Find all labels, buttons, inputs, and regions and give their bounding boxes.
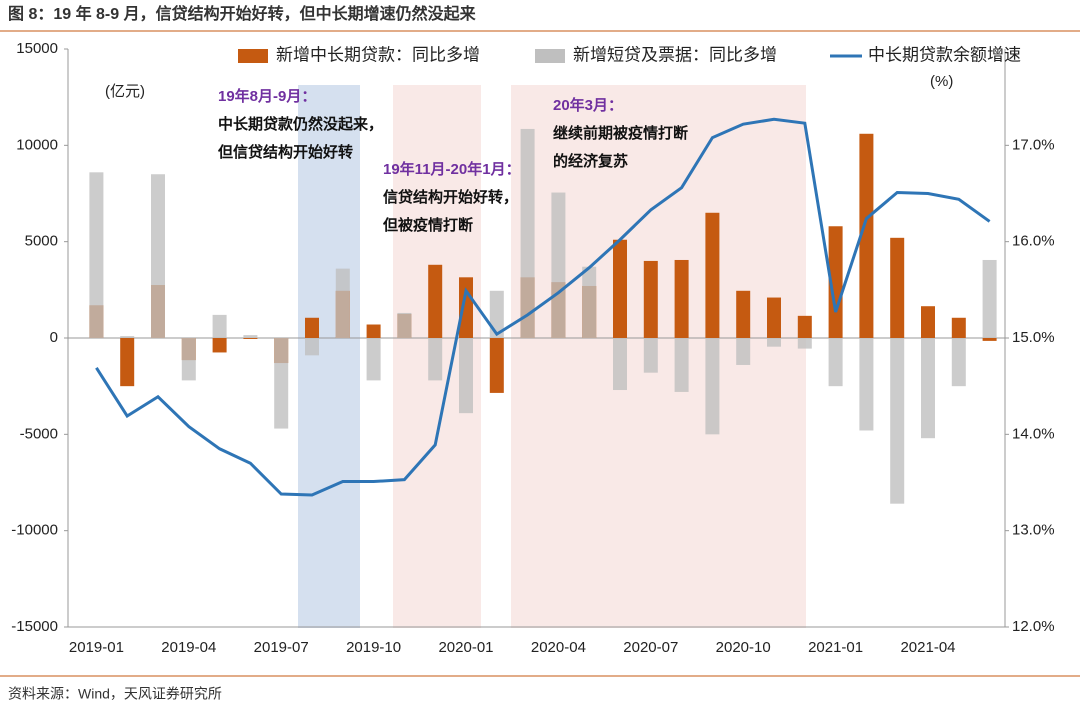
- bar: [643, 260, 658, 338]
- bar: [428, 338, 443, 381]
- highlight-region: [511, 85, 806, 628]
- x-tick-label: 2021-01: [808, 639, 863, 656]
- bar: [674, 259, 689, 338]
- bar: [305, 338, 319, 356]
- bar: [551, 192, 566, 338]
- y2-unit: (%): [930, 73, 953, 90]
- legend-label: 新增中长期贷款：同比多增: [276, 45, 480, 64]
- highlight-region: [298, 85, 360, 628]
- x-tick-label: 2020-10: [716, 639, 771, 656]
- y2-tick-label: 17.0%: [1012, 136, 1055, 153]
- bar: [366, 338, 381, 381]
- annotation: 中长期贷款仍然没起来，: [218, 115, 383, 133]
- x-tick-label: 2020-04: [531, 639, 586, 656]
- chart-title: 图 8：19 年 8-9 月，信贷结构开始好转，但中长期增速仍然没起来: [8, 4, 477, 23]
- annotation: 但被疫情打断: [382, 216, 473, 234]
- y-tick-label: 15000: [16, 40, 58, 57]
- y-tick-label: 5000: [25, 233, 58, 250]
- bar: [489, 290, 504, 338]
- x-tick-label: 2019-04: [161, 639, 216, 656]
- bar: [736, 338, 751, 365]
- bar: [520, 128, 535, 338]
- bar: [89, 172, 104, 338]
- bar: [582, 266, 597, 338]
- bar: [890, 338, 905, 504]
- bar: [212, 338, 227, 353]
- y-tick-label: 0: [50, 329, 58, 346]
- bar: [428, 264, 443, 338]
- x-tick-label: 2020-01: [438, 639, 493, 656]
- bar: [459, 338, 473, 414]
- source: 资料来源：Wind，天风证券研究所: [8, 686, 222, 702]
- legend-swatch: [535, 49, 565, 63]
- annotation: 但信贷结构开始好转: [217, 143, 353, 161]
- bar: [613, 239, 627, 338]
- bar: [736, 290, 751, 338]
- x-tick-label: 2020-07: [623, 639, 678, 656]
- annotation: 20年3月：: [553, 96, 623, 114]
- bar: [859, 133, 874, 338]
- y2-tick-label: 16.0%: [1012, 233, 1055, 250]
- bar: [921, 306, 935, 338]
- bar: [828, 226, 843, 338]
- legend-swatch: [238, 49, 268, 63]
- bar: [982, 338, 997, 341]
- bar: [459, 277, 473, 338]
- bar: [120, 338, 135, 387]
- bar: [705, 212, 720, 338]
- y-tick-label: -5000: [20, 425, 58, 442]
- bar: [797, 315, 812, 338]
- y-tick-label: -10000: [11, 522, 58, 539]
- x-tick-label: 2019-01: [69, 639, 124, 656]
- y-tick-label: -15000: [11, 618, 58, 635]
- annotation: 信贷结构开始好转，: [383, 188, 518, 206]
- bar: [151, 174, 165, 338]
- bar: [212, 314, 227, 338]
- bar: [613, 338, 627, 391]
- y2-tick-label: 14.0%: [1012, 425, 1055, 442]
- bar: [767, 338, 781, 347]
- y2-tick-label: 15.0%: [1012, 329, 1055, 346]
- y2-tick-label: 13.0%: [1012, 522, 1055, 539]
- legend-label: 新增短贷及票据：同比多增: [573, 45, 777, 64]
- bar: [674, 338, 689, 392]
- annotation: 19年8月-9月：: [218, 87, 316, 105]
- bar: [797, 338, 812, 349]
- bar: [397, 312, 412, 338]
- bar: [643, 338, 658, 373]
- bar: [890, 237, 905, 338]
- bar: [828, 338, 843, 387]
- annotation: 的经济复苏: [553, 152, 628, 170]
- bar: [243, 338, 258, 339]
- bar: [243, 335, 258, 338]
- x-tick-label: 2019-07: [254, 639, 309, 656]
- x-tick-label: 2019-10: [346, 639, 401, 656]
- bar: [305, 317, 319, 338]
- bar: [921, 338, 935, 439]
- bar: [951, 317, 966, 338]
- line: [95, 117, 991, 497]
- bar: [767, 297, 781, 338]
- legend-label: 中长期贷款余额增速: [868, 45, 1021, 64]
- bar: [859, 338, 874, 431]
- bar: [951, 338, 966, 387]
- annotation: 19年11月-20年1月：: [383, 160, 521, 178]
- bar: [181, 338, 196, 381]
- bar: [982, 259, 997, 338]
- x-tick-label: 2021-04: [900, 639, 955, 656]
- bar: [705, 338, 720, 435]
- bar: [120, 336, 135, 338]
- y2-tick-label: 12.0%: [1012, 618, 1055, 635]
- y-tick-label: 10000: [16, 136, 58, 153]
- bar: [335, 268, 350, 338]
- bar: [274, 338, 289, 429]
- annotation: 继续前期被疫情打断: [553, 124, 688, 142]
- y-unit: (亿元): [105, 83, 145, 100]
- bar: [366, 324, 381, 338]
- bar: [489, 338, 504, 393]
